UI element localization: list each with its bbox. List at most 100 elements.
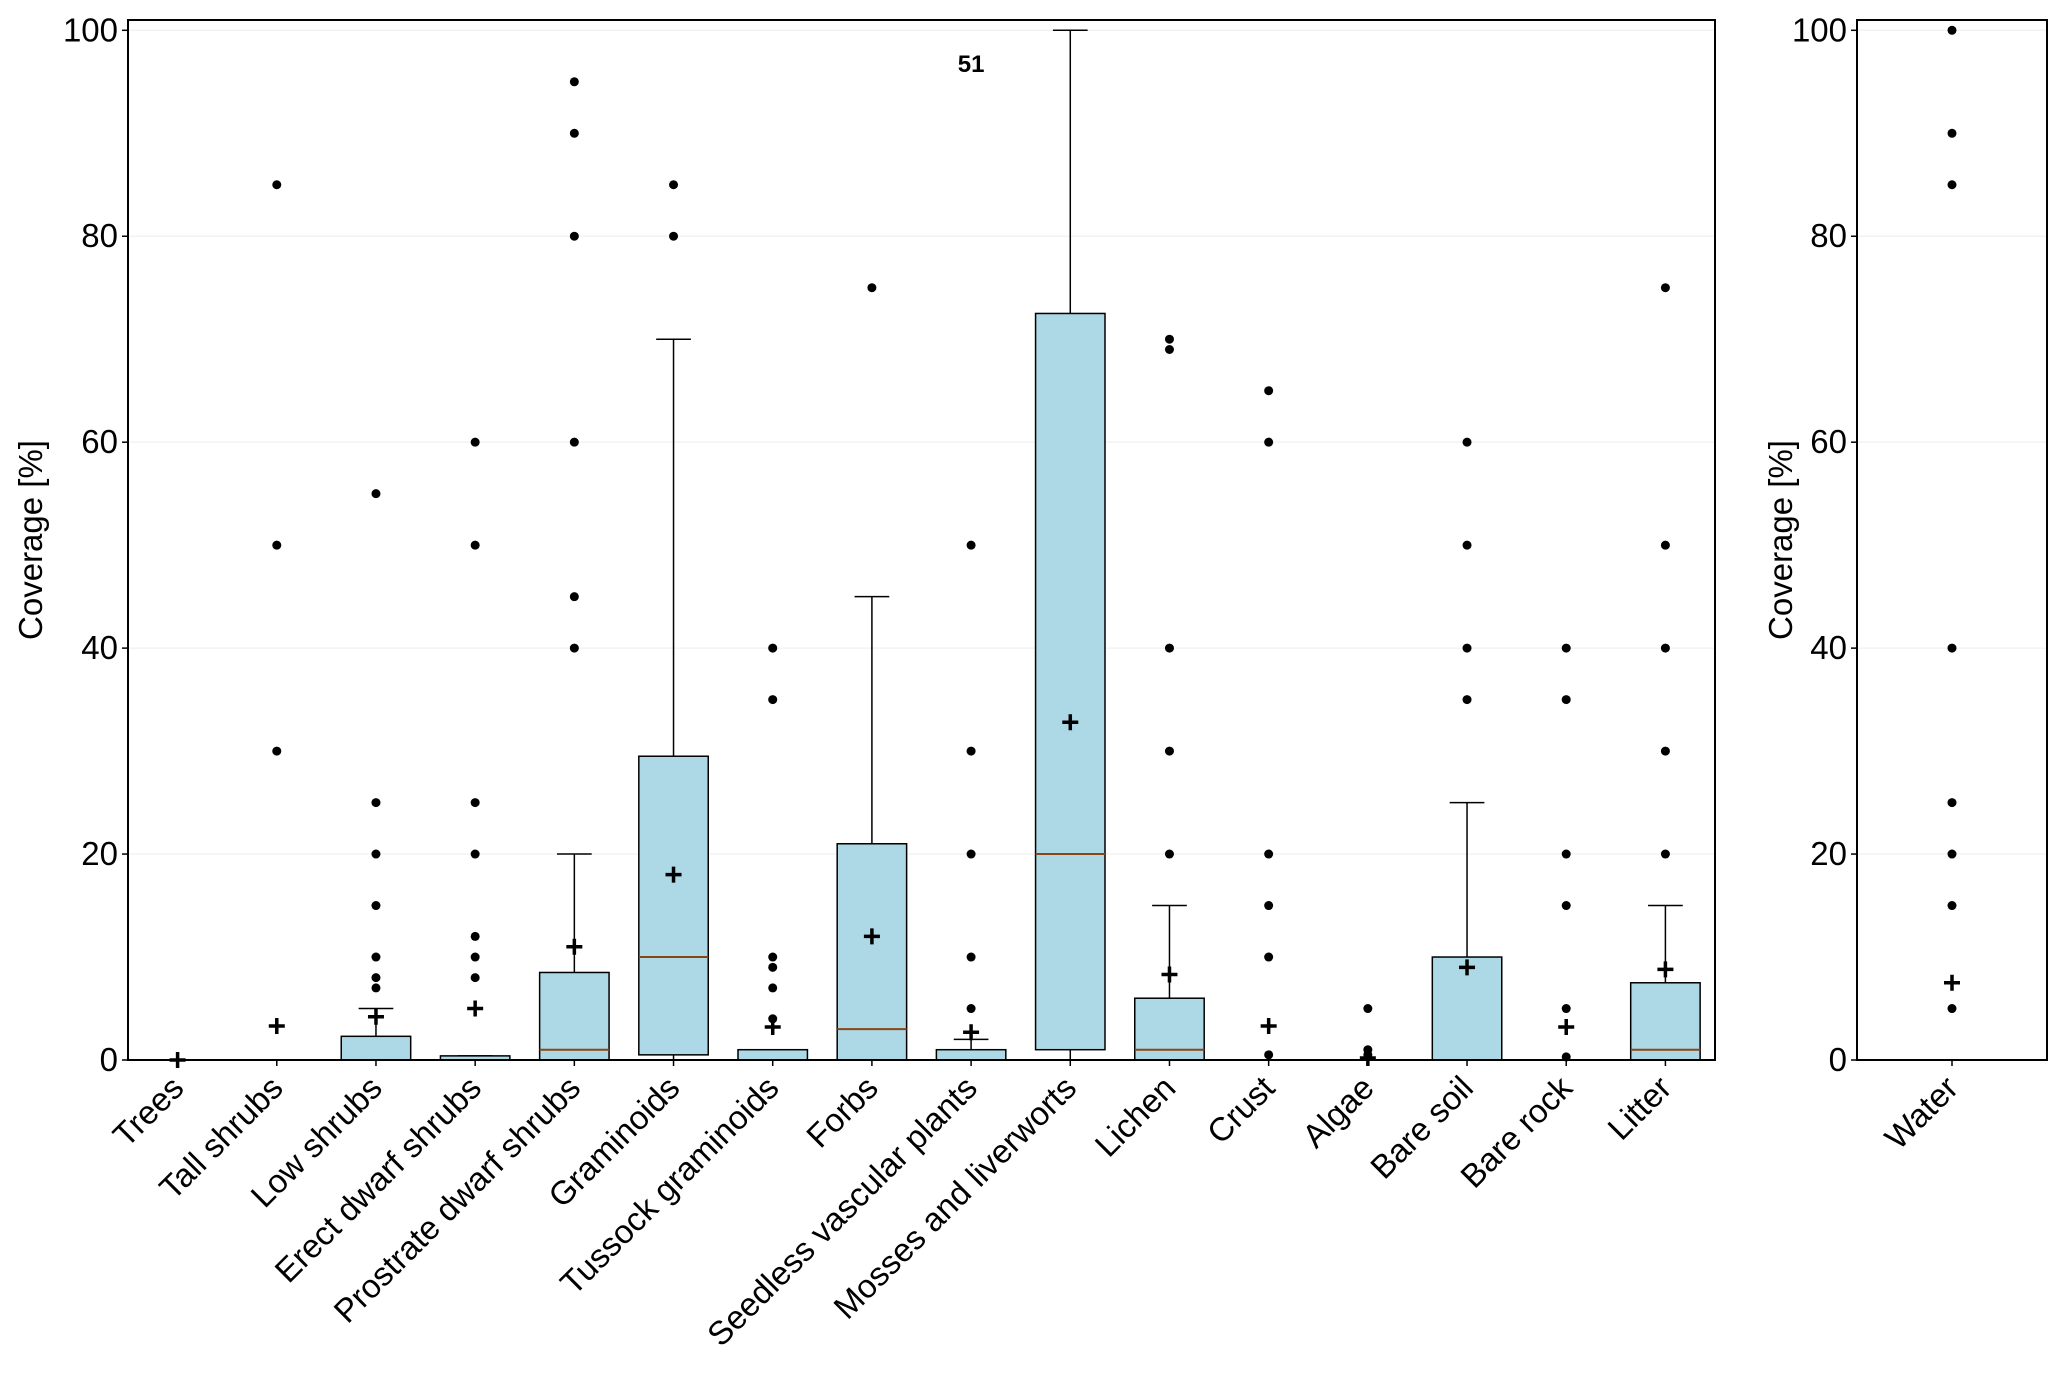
outlier bbox=[1660, 283, 1670, 293]
outlier bbox=[470, 973, 480, 983]
mean-marker bbox=[1459, 959, 1476, 976]
y-tick-label: 60 bbox=[1810, 423, 1847, 460]
x-tick-label: Litter bbox=[1600, 1069, 1678, 1147]
outlier bbox=[669, 180, 679, 190]
outlier bbox=[1561, 901, 1571, 911]
outlier bbox=[768, 952, 778, 962]
outlier bbox=[1462, 643, 1472, 653]
y-tick-label: 100 bbox=[1792, 11, 1847, 48]
outlier bbox=[768, 1014, 778, 1024]
mean-marker bbox=[367, 1008, 384, 1025]
outlier bbox=[569, 128, 579, 138]
plot-frame bbox=[127, 19, 1716, 1061]
outlier bbox=[966, 1004, 976, 1014]
outlier bbox=[1947, 901, 1957, 911]
y-tick-label: 40 bbox=[1810, 629, 1847, 666]
outlier bbox=[569, 231, 579, 241]
outlier bbox=[1947, 643, 1957, 653]
y-tick-label: 100 bbox=[63, 11, 118, 48]
outlier bbox=[1660, 643, 1670, 653]
outlier bbox=[371, 983, 381, 993]
mean-marker bbox=[467, 1000, 484, 1017]
outlier bbox=[1264, 1050, 1274, 1060]
outlier bbox=[867, 283, 877, 293]
outlier bbox=[1660, 849, 1670, 859]
mean-marker bbox=[268, 1018, 285, 1035]
box bbox=[737, 1048, 809, 1061]
outlier bbox=[371, 952, 381, 962]
box bbox=[1134, 997, 1205, 1061]
y-tick-label: 20 bbox=[1810, 835, 1847, 872]
annotation: 51 bbox=[958, 51, 985, 78]
outlier bbox=[371, 798, 381, 808]
outlier bbox=[1363, 1004, 1373, 1014]
outlier bbox=[1462, 540, 1472, 550]
outlier bbox=[470, 798, 480, 808]
outlier bbox=[1947, 128, 1957, 138]
outlier bbox=[1947, 180, 1957, 190]
outlier bbox=[1164, 849, 1174, 859]
x-tick-label: Algae bbox=[1295, 1069, 1381, 1155]
outlier bbox=[1462, 437, 1472, 447]
outlier bbox=[569, 592, 579, 602]
y-tick-label: 60 bbox=[81, 423, 118, 460]
outlier bbox=[569, 437, 579, 447]
outlier bbox=[1462, 695, 1472, 705]
box bbox=[538, 971, 610, 1061]
outlier bbox=[966, 746, 976, 756]
mean-marker bbox=[665, 866, 682, 883]
outlier bbox=[768, 695, 778, 705]
outlier bbox=[1660, 540, 1670, 550]
box bbox=[638, 755, 709, 1056]
y-tick-label: 80 bbox=[1810, 217, 1847, 254]
outlier bbox=[1561, 1004, 1571, 1014]
outlier bbox=[1947, 849, 1957, 859]
mean-marker bbox=[1161, 966, 1178, 983]
y-tick-label: 0 bbox=[100, 1041, 118, 1078]
mean-marker bbox=[863, 928, 880, 945]
box bbox=[1629, 982, 1701, 1061]
outlier bbox=[470, 931, 480, 941]
outlier bbox=[1164, 345, 1174, 355]
outlier bbox=[470, 952, 480, 962]
outlier bbox=[768, 643, 778, 653]
y-tick-label: 0 bbox=[1829, 1041, 1847, 1078]
y-axis-label: Coverage [%] bbox=[12, 440, 49, 640]
outlier bbox=[1363, 1045, 1373, 1055]
outlier bbox=[1561, 849, 1571, 859]
x-tick-label: Trees bbox=[106, 1069, 191, 1154]
outlier bbox=[1264, 386, 1274, 396]
box bbox=[935, 1048, 1007, 1061]
mean-marker bbox=[1657, 961, 1674, 978]
outlier bbox=[1164, 334, 1174, 344]
outlier bbox=[569, 643, 579, 653]
mean-marker bbox=[1062, 714, 1079, 731]
box bbox=[340, 1035, 412, 1061]
plot-frame bbox=[1856, 19, 2048, 1061]
mean-marker bbox=[566, 938, 583, 955]
outlier bbox=[669, 231, 679, 241]
outlier bbox=[470, 849, 480, 859]
outlier bbox=[371, 489, 381, 499]
outlier bbox=[371, 901, 381, 911]
y-tick-label: 80 bbox=[81, 217, 118, 254]
mean-marker bbox=[963, 1024, 980, 1041]
outlier bbox=[272, 540, 282, 550]
outlier bbox=[1264, 437, 1274, 447]
box bbox=[836, 843, 908, 1061]
outlier bbox=[272, 180, 282, 190]
outlier bbox=[1947, 1004, 1957, 1014]
outlier bbox=[371, 973, 381, 983]
mean-marker bbox=[1944, 974, 1960, 991]
y-tick-label: 40 bbox=[81, 629, 118, 666]
outlier bbox=[768, 983, 778, 993]
outlier bbox=[1264, 952, 1274, 962]
outlier bbox=[1264, 901, 1274, 911]
x-tick-label: Lichen bbox=[1087, 1069, 1182, 1164]
outlier bbox=[1164, 643, 1174, 653]
outlier bbox=[1561, 643, 1571, 653]
outlier bbox=[371, 849, 381, 859]
outlier bbox=[272, 746, 282, 756]
x-tick-label: Water bbox=[1877, 1069, 1965, 1157]
